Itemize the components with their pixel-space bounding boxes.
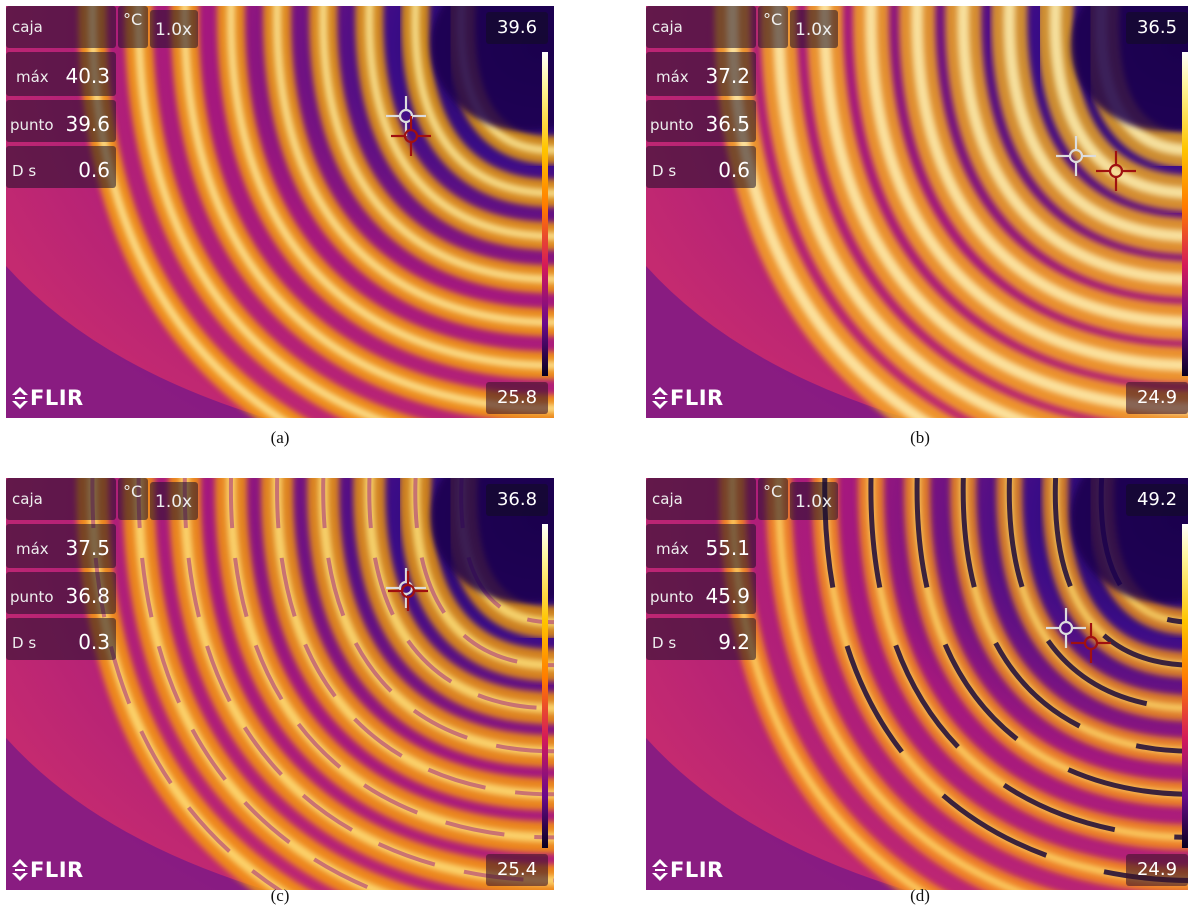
thermal-panel: caja °C 1.0x máx 37.5 punto 36.8 D s 0.3 36.8 25.4… bbox=[6, 478, 554, 890]
panel-caption: (c) bbox=[270, 886, 290, 905]
zoom-label: 1.0x bbox=[155, 492, 193, 512]
flir-logo: FLIR bbox=[12, 386, 84, 410]
scale-min-value: 25.8 bbox=[486, 382, 548, 414]
flir-logo: FLIR bbox=[12, 858, 84, 882]
color-scale-bar bbox=[542, 524, 548, 848]
thermal-panel: caja °C 1.0x máx 40.3 punto 39.6 D s 0.6 39.6 25.8… bbox=[6, 6, 554, 418]
flir-logo-icon bbox=[12, 387, 28, 409]
flir-logo: FLIR bbox=[652, 858, 724, 882]
zoom-label: 1.0x bbox=[155, 20, 193, 40]
zoom-label: 1.0x bbox=[795, 20, 833, 40]
max-label: máx bbox=[656, 540, 689, 558]
ds-label: D s bbox=[12, 634, 37, 652]
box-label: caja bbox=[652, 490, 683, 508]
ds-panel bbox=[646, 146, 756, 188]
scale-max-value: 49.2 bbox=[1126, 484, 1188, 516]
spot-panel bbox=[646, 572, 756, 614]
ds-value: 0.6 bbox=[718, 158, 750, 182]
spot-label: punto bbox=[10, 116, 54, 134]
scale-max-value: 36.5 bbox=[1126, 12, 1188, 44]
max-value: 37.2 bbox=[705, 64, 750, 88]
panel-caption: (b) bbox=[910, 428, 930, 447]
ds-label: D s bbox=[652, 162, 677, 180]
max-panel bbox=[6, 524, 116, 568]
spot-value: 36.8 bbox=[65, 584, 110, 608]
panel-caption: (a) bbox=[270, 428, 290, 447]
scale-min-value: 25.4 bbox=[486, 854, 548, 886]
box-label: caja bbox=[12, 490, 43, 508]
unit-panel bbox=[758, 6, 788, 48]
scale-max-value: 36.8 bbox=[486, 484, 548, 516]
spot-panel bbox=[6, 100, 116, 142]
thermal-panel: caja °C 1.0x máx 37.2 punto 36.5 D s 0.6 36.5 24.9… bbox=[646, 6, 1188, 418]
spot-label: punto bbox=[650, 116, 694, 134]
max-panel bbox=[6, 52, 116, 96]
unit-label: °C bbox=[763, 482, 783, 501]
box-label: caja bbox=[652, 18, 683, 36]
thermal-panel: caja °C 1.0x máx 55.1 punto 45.9 D s 9.2 49.2 24.9… bbox=[646, 478, 1188, 890]
logo-text: FLIR bbox=[670, 386, 724, 410]
box-label-panel bbox=[6, 478, 116, 520]
unit-panel bbox=[118, 6, 148, 48]
ds-label: D s bbox=[12, 162, 37, 180]
zoom-panel bbox=[790, 482, 838, 520]
unit-panel bbox=[758, 478, 788, 520]
spot-value: 45.9 bbox=[705, 584, 750, 608]
ds-value: 0.6 bbox=[78, 158, 110, 182]
flir-logo-icon bbox=[12, 859, 28, 881]
logo-text: FLIR bbox=[30, 858, 84, 882]
max-panel bbox=[646, 52, 756, 96]
color-scale-bar bbox=[1182, 52, 1188, 376]
box-label: caja bbox=[12, 18, 43, 36]
panel-caption: (d) bbox=[910, 886, 930, 905]
box-label-panel bbox=[646, 6, 756, 48]
color-scale-bar bbox=[1182, 524, 1188, 848]
flir-logo-icon bbox=[652, 859, 668, 881]
color-scale-bar bbox=[542, 52, 548, 376]
max-value: 40.3 bbox=[65, 64, 110, 88]
scale-min-value: 24.9 bbox=[1126, 382, 1188, 414]
unit-label: °C bbox=[763, 10, 783, 29]
zoom-label: 1.0x bbox=[795, 492, 833, 512]
max-value: 37.5 bbox=[65, 536, 110, 560]
logo-text: FLIR bbox=[670, 858, 724, 882]
box-label-panel bbox=[646, 478, 756, 520]
spot-panel bbox=[6, 572, 116, 614]
max-label: máx bbox=[16, 68, 49, 86]
ds-value: 0.3 bbox=[78, 630, 110, 654]
scale-min-value: 24.9 bbox=[1126, 854, 1188, 886]
ds-panel bbox=[6, 146, 116, 188]
spot-value: 39.6 bbox=[65, 112, 110, 136]
max-label: máx bbox=[16, 540, 49, 558]
flir-logo-icon bbox=[652, 387, 668, 409]
box-label-panel bbox=[6, 6, 116, 48]
ds-value: 9.2 bbox=[718, 630, 750, 654]
max-value: 55.1 bbox=[705, 536, 750, 560]
logo-text: FLIR bbox=[30, 386, 84, 410]
max-label: máx bbox=[656, 68, 689, 86]
flir-logo: FLIR bbox=[652, 386, 724, 410]
unit-panel bbox=[118, 478, 148, 520]
zoom-panel bbox=[150, 10, 198, 48]
spot-label: punto bbox=[10, 588, 54, 606]
zoom-panel bbox=[790, 10, 838, 48]
spot-value: 36.5 bbox=[705, 112, 750, 136]
zoom-panel bbox=[150, 482, 198, 520]
scale-max-value: 39.6 bbox=[486, 12, 548, 44]
ds-label: D s bbox=[652, 634, 677, 652]
ds-panel bbox=[6, 618, 116, 660]
max-panel bbox=[646, 524, 756, 568]
spot-label: punto bbox=[650, 588, 694, 606]
unit-label: °C bbox=[123, 482, 143, 501]
ds-panel bbox=[646, 618, 756, 660]
unit-label: °C bbox=[123, 10, 143, 29]
spot-panel bbox=[646, 100, 756, 142]
